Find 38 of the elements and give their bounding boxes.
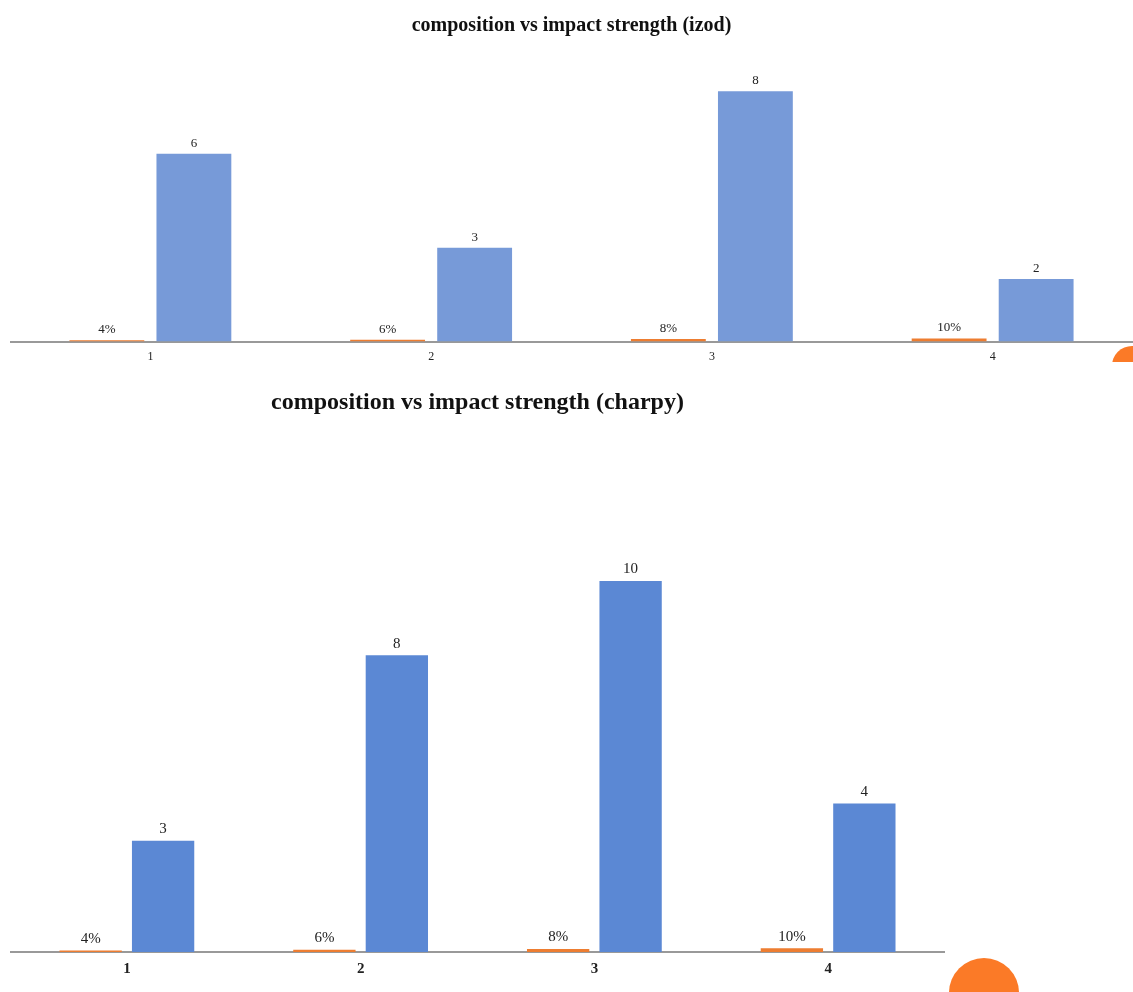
x-tick-label: 4 <box>989 348 996 363</box>
chart-title: composition vs impact strength (charpy) <box>271 387 684 414</box>
chart-title: composition vs impact strength (izod) <box>411 13 732 37</box>
bar <box>365 655 429 952</box>
bar <box>833 803 896 952</box>
x-tick-label: 3 <box>590 959 599 976</box>
data-label: 6 <box>190 134 198 150</box>
x-tick-label: 2 <box>356 959 365 976</box>
x-tick-label: 3 <box>708 348 715 363</box>
data-label: 4% <box>98 321 116 337</box>
x-tick-label: 1 <box>123 959 131 976</box>
data-label: 10% <box>778 927 806 944</box>
bar <box>911 338 987 342</box>
bar <box>293 949 356 952</box>
data-label: 10 <box>623 560 639 577</box>
data-label: 6% <box>314 929 335 946</box>
data-label: 4% <box>80 929 101 946</box>
bar <box>131 840 195 952</box>
bar <box>760 948 824 952</box>
x-tick-label: 2 <box>428 348 435 363</box>
data-label: 3 <box>159 820 167 837</box>
bar <box>599 581 662 952</box>
bar <box>437 247 513 342</box>
x-tick-label: 1 <box>147 348 154 363</box>
bar <box>156 153 232 342</box>
data-label: 4 <box>860 783 869 800</box>
x-tick-label: 4 <box>824 959 833 976</box>
data-label: 8 <box>752 72 759 88</box>
data-label: 6% <box>378 320 397 336</box>
data-label: 10% <box>937 319 962 335</box>
bar <box>998 279 1074 342</box>
bar <box>526 949 590 952</box>
data-label: 8 <box>393 634 401 651</box>
data-label: 8% <box>548 928 569 945</box>
data-label: 2 <box>1032 259 1040 275</box>
data-label: 3 <box>471 228 478 244</box>
data-label: 8% <box>659 320 678 336</box>
bar <box>717 91 793 342</box>
